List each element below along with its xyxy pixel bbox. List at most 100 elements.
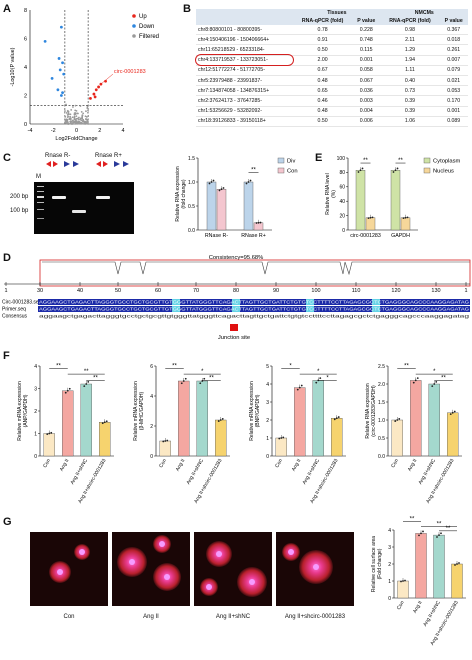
bar [433,534,445,599]
point-filtered [74,109,77,112]
data-point [184,377,187,380]
y-tick-label: 0 [150,454,153,460]
data-point [66,389,69,392]
nucleus [313,564,319,570]
data-point [418,534,420,537]
point-filtered [82,120,84,122]
panel-label-d: D [3,252,11,264]
bar [275,437,287,457]
point-filtered [86,121,88,124]
significance-label: ** [84,369,89,375]
y-tick-label: 5 [266,364,269,370]
bar [428,383,440,457]
table-cell: 0.67 [293,65,352,76]
nucleus [288,549,294,555]
mismatch-highlight [372,306,380,312]
table-row: chr8:80800101 - 80800395- 0.78 0.228 0.98 0.… [196,25,468,36]
data-point [87,380,90,383]
divergent-primer-arrow-right [53,161,58,167]
data-point [46,433,49,436]
data-point [404,216,407,219]
table-cell: 1.11 [380,65,440,76]
table-cell: 0.50 [293,116,352,127]
point-up [92,92,96,96]
data-point [319,377,322,380]
legend-swatch [423,167,431,174]
table-cell: 0.73 [380,85,440,97]
point-down [57,57,61,60]
data-point [219,419,222,421]
divergent-primer-arrow-left-2 [96,161,101,167]
x-tick-label: RNase R- [205,233,228,239]
y-tick-label: 1 [388,579,391,585]
bar [390,170,401,231]
data-point [433,383,436,385]
point-filtered [74,113,77,116]
ruler-label: 90 [273,288,279,294]
panel-label-a: A [3,3,11,15]
micrograph-ang-ii [112,532,190,606]
y-tick-label: 0.0 [378,454,385,460]
y-tick-label: 0 [388,596,391,602]
table-cell: 0.001 [439,106,468,117]
data-point [420,532,422,535]
y-tick-label: 2 [266,418,269,424]
y-tick-label: 1.0 [188,180,195,186]
micrograph-caption-ang-ii: Ang II [143,614,159,620]
table-row: chr5:23979488 - 23991837- 0.48 0.067 0.40 0.… [196,75,468,87]
panel-label-b: B [183,3,191,15]
data-point [180,382,183,385]
data-point [249,179,252,182]
data-point [436,536,438,538]
significance-label: ** [441,375,446,381]
annotation-pointer [100,73,114,85]
table-cell: 0.46 [293,95,352,107]
data-point [440,532,442,535]
x-tick-label: -2 [51,128,56,134]
point-filtered [87,109,89,112]
y-tick-label: 100 [337,156,346,162]
table-cell: 2.00 [293,55,352,66]
data-point [68,387,71,390]
table-row: chr4:133719537 - 133723051- 2.00 0.001 1.94… [194,54,468,67]
circrna-validation-table: Tissues NMCMs RNA-qPCR (fold) P value RNA-… [194,9,468,127]
highlight-box [39,259,471,287]
point-filtered [66,122,68,125]
data-point [164,440,167,442]
x-tick-label: Ang II+shNC [418,458,438,486]
convergent-primer-arrow-3 [114,161,120,167]
qpcr-bar-chart-circ: 0.0 0.5 1.0 1.5 2.0 2.5 Relative RNA expressio… [365,364,462,504]
point-filtered [73,121,75,124]
x-tick-label: Ang II [291,458,303,472]
y-axis-label: Relative mRNA expression(β-MHC/GAPDH) [133,381,145,441]
data-point [220,188,223,191]
bar [331,417,343,457]
gel-label-rnase-plus: Rnase R+ [95,153,122,159]
bar [365,217,376,231]
data-point [449,413,452,415]
data-point [48,432,51,435]
x-tick-label: 2 [98,128,101,134]
point-down [61,61,64,65]
table-cell: 0.228 [352,25,381,36]
data-point [369,216,372,219]
bar [215,419,227,457]
panel-label-c: C [3,152,11,164]
significance-label: * [433,369,436,375]
point-down [59,94,63,97]
y-tick-label: 2 [150,424,153,430]
point-filtered [64,121,67,124]
legend-swatch [423,157,431,164]
table-cell: 1.06 [380,116,440,127]
gel-band [96,196,110,199]
point-up [93,95,97,99]
point-filtered [65,112,68,114]
significance-label: ** [251,167,256,173]
bar [178,380,190,457]
table-cell: 0.053 [439,85,468,97]
bar [80,383,92,457]
x-tick-label: Ang II+shNC [422,600,442,628]
point-down [50,77,54,80]
y-tick-label: 4 [24,65,27,71]
data-point [392,171,395,173]
